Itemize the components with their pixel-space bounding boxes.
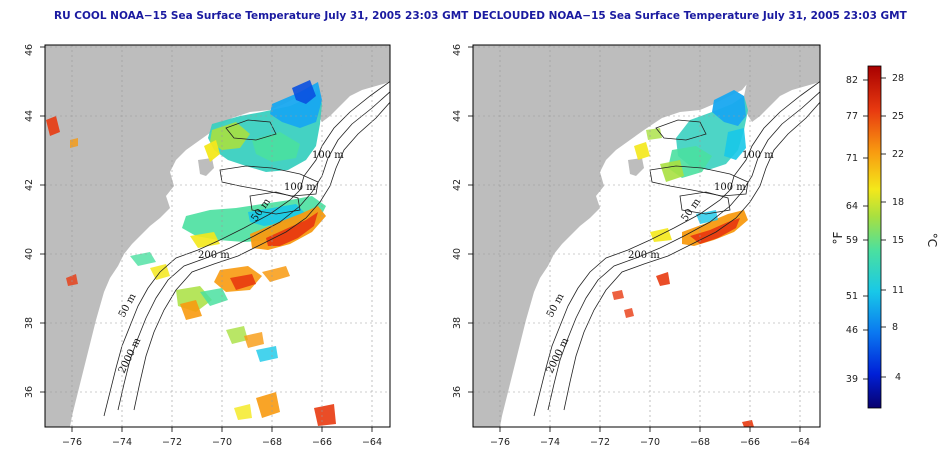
right-nova-scotia [744,56,820,122]
x-tick-label: −68 [690,437,710,448]
y-tick-label: 38 [24,317,35,329]
right-land-mass [473,45,820,427]
x-tick-label: −72 [162,437,182,448]
y-tick-label: 44 [452,110,463,122]
y-tick-label: 42 [452,179,463,191]
celsius-tick: 15 [892,235,904,246]
right-contour-label: 100 m [714,182,746,193]
fahrenheit-tick: 51 [846,291,858,302]
y-tick-label: 46 [452,44,463,56]
fahrenheit-tick: 39 [846,374,858,385]
x-tick-label: −74 [540,437,560,448]
y-tick-label: 42 [24,179,35,191]
left-contour-label: 200 m [198,250,230,261]
right-y-tick-labels: 36 38 40 42 44 46 [452,44,463,398]
right-contour-label: 100 m [742,150,774,161]
celsius-tick: 4 [895,372,901,383]
fahrenheit-tick: 59 [846,235,858,246]
right-contour-label: 200 m [628,250,660,261]
y-tick-label: 44 [24,110,35,122]
y-tick-label: 46 [24,44,35,56]
x-tick-label: −70 [212,437,232,448]
y-tick-label: 40 [452,248,463,260]
y-tick-label: 40 [24,248,35,260]
x-tick-label: −68 [262,437,282,448]
right-map-panel: 100 m 100 m 50 m 200 m 50 m 2000 m −76 −… [452,44,821,448]
right-panel-title: DECLOUDED NOAA−15 Sea Surface Temperatur… [473,10,907,22]
x-tick-label: −66 [740,437,760,448]
x-tick-label: −66 [312,437,332,448]
fahrenheit-tick: 64 [846,201,858,212]
x-tick-label: −76 [62,437,82,448]
y-tick-label: 38 [452,317,463,329]
left-x-tick-labels: −76 −74 −72 −70 −68 −66 −64 [62,437,382,448]
left-panel-title: RU COOL NOAA−15 Sea Surface Temperature … [54,10,469,22]
celsius-tick: 8 [892,322,898,333]
celsius-tick: 11 [892,285,904,296]
left-sst-field [46,80,336,426]
right-x-tick-labels: −76 −74 −72 −70 −68 −66 −64 [490,437,810,448]
left-y-tick-labels: 36 38 40 42 44 46 [24,44,35,398]
celsius-tick: 22 [892,149,904,160]
celsius-tick: 28 [892,73,904,84]
y-tick-label: 36 [452,386,463,398]
fahrenheit-tick: 77 [846,111,858,122]
colorbar-gradient [867,65,882,409]
celsius-unit-label: °C [925,233,939,247]
left-land-mass [45,45,390,427]
x-tick-label: −64 [362,437,382,448]
fahrenheit-unit-label: °F [831,231,845,244]
left-map-panel: 100 m 100 m 50 m 200 m 50 m 2000 m −76 −… [24,44,391,448]
left-map-frame [44,44,391,428]
right-bathymetry-contours [533,80,820,417]
left-cape-cod [198,158,214,176]
y-tick-label: 36 [24,386,35,398]
x-tick-label: −72 [590,437,610,448]
x-tick-label: −76 [490,437,510,448]
left-contour-label: 100 m [284,182,316,193]
x-tick-label: −74 [112,437,132,448]
left-bathymetry-contours [103,80,390,417]
x-tick-label: −70 [640,437,660,448]
x-tick-label: −64 [790,437,810,448]
right-map-frame [472,44,821,428]
right-tick-marks [468,46,801,432]
temperature-colorbar: 82 77 71 64 59 51 46 39 28 25 22 18 15 1… [831,65,939,409]
fahrenheit-tick: 71 [846,153,858,164]
left-nova-scotia [314,56,390,122]
celsius-tick: 25 [892,111,904,122]
left-grid [45,45,390,427]
right-grid [473,45,820,427]
right-sst-field [612,90,754,427]
left-contour-label: 100 m [312,150,344,161]
left-tick-marks [40,46,373,432]
fahrenheit-tick: 46 [846,325,858,336]
fahrenheit-tick: 82 [846,75,858,86]
right-cape-cod [628,158,644,176]
celsius-tick: 18 [892,197,904,208]
